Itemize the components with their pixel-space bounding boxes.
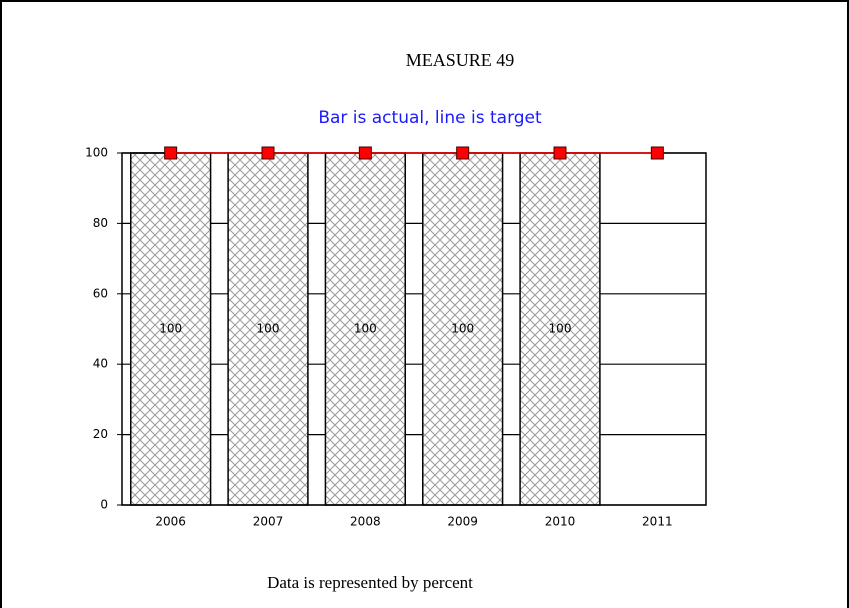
data-label: 100 xyxy=(159,322,182,336)
y-tick-label: 80 xyxy=(93,216,108,230)
y-tick-label: 100 xyxy=(85,146,108,160)
target-marker xyxy=(650,146,664,160)
plot-area xyxy=(122,153,706,505)
x-tick-label: 2010 xyxy=(545,515,576,529)
data-label: 100 xyxy=(257,322,280,336)
bar xyxy=(519,152,601,506)
chart-subtitle: Bar is actual, line is target xyxy=(318,108,542,128)
y-tick-label: 40 xyxy=(93,357,108,371)
target-marker xyxy=(456,146,470,160)
x-tick-label: 2007 xyxy=(253,515,284,529)
footnote: Data is represented by percent xyxy=(267,573,473,592)
bar xyxy=(422,152,504,506)
y-tick-label: 0 xyxy=(100,498,108,512)
target-marker xyxy=(261,146,275,160)
target-marker xyxy=(164,146,178,160)
chart-title: MEASURE 49 xyxy=(406,50,515,70)
x-tick-label: 2009 xyxy=(447,515,478,529)
x-tick-label: 2008 xyxy=(350,515,381,529)
x-tick-label: 2011 xyxy=(642,515,673,529)
y-tick-label: 20 xyxy=(93,427,108,441)
target-marker xyxy=(358,146,372,160)
bar xyxy=(130,152,212,506)
data-label: 100 xyxy=(451,322,474,336)
x-tick-label: 2006 xyxy=(155,515,186,529)
y-tick-label: 60 xyxy=(93,286,108,300)
target-marker xyxy=(553,146,567,160)
data-label: 100 xyxy=(354,322,377,336)
data-label: 100 xyxy=(549,322,572,336)
